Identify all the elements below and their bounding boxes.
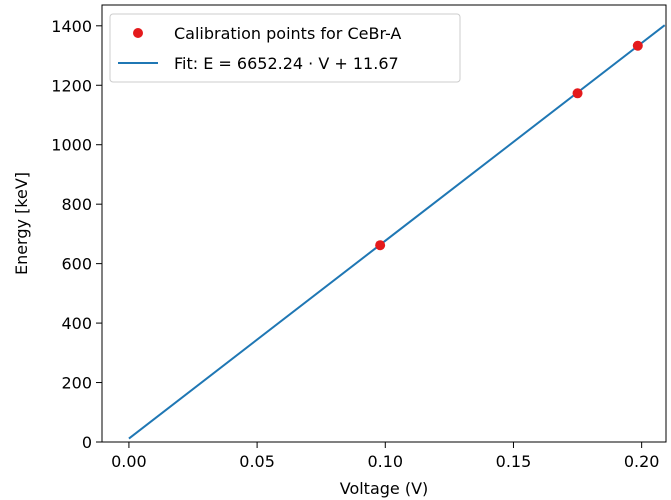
y-tick-label: 1200 xyxy=(51,76,92,95)
y-tick-label: 200 xyxy=(61,374,92,393)
calibration-point xyxy=(572,88,583,99)
y-axis-ticks: 0 200 400 600 800 1000 1200 1400 xyxy=(51,17,102,452)
y-tick-label: 600 xyxy=(61,255,92,274)
x-tick-label: 0.20 xyxy=(624,452,660,471)
y-tick-label: 1400 xyxy=(51,17,92,36)
x-tick-label: 0.10 xyxy=(367,452,403,471)
x-tick-label: 0.15 xyxy=(496,452,532,471)
y-axis-label: Energy [keV] xyxy=(12,172,31,275)
plot-frame xyxy=(101,4,667,443)
legend-box xyxy=(109,13,461,83)
legend: Calibration points for CeBr-A Fit: E = 6… xyxy=(109,13,461,83)
y-tick-label: 800 xyxy=(61,195,92,214)
x-axis-label: Voltage (V) xyxy=(340,479,429,498)
fit-line xyxy=(128,24,666,440)
calibration-point xyxy=(375,240,386,251)
x-axis-ticks: 0.00 0.05 0.10 0.15 0.20 xyxy=(111,442,659,471)
x-tick-label: 0.00 xyxy=(111,452,147,471)
y-tick-label: 1000 xyxy=(51,136,92,155)
legend-label-calibration: Calibration points for CeBr-A xyxy=(174,24,401,43)
plot-marks xyxy=(128,24,666,440)
calibration-point xyxy=(632,40,643,51)
legend-label-fit: Fit: E = 6652.24 · V + 11.67 xyxy=(174,54,399,73)
y-tick-label: 400 xyxy=(61,314,92,333)
y-tick-label: 0 xyxy=(82,433,92,452)
x-tick-label: 0.05 xyxy=(239,452,275,471)
legend-marker-calibration xyxy=(133,28,143,38)
